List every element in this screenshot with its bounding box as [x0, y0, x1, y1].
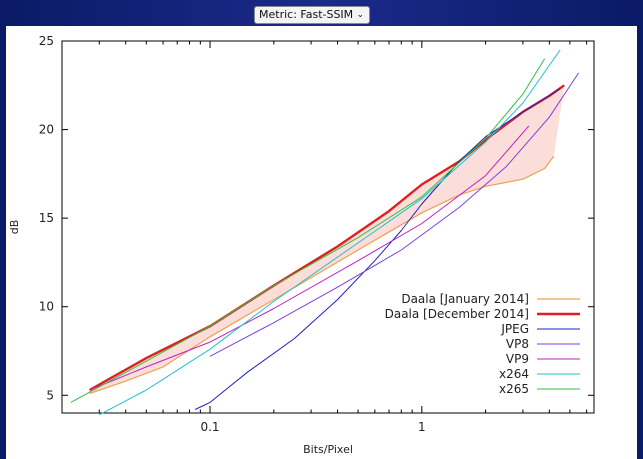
legend-entry: x264: [499, 367, 529, 381]
chart-frame: [6, 26, 637, 459]
metric-select-label: Metric: Fast-SSIM: [259, 8, 354, 21]
x-axis-label: Bits/Pixel: [303, 443, 353, 456]
plot-area: [61, 40, 595, 414]
series-line: [70, 58, 546, 403]
x-tick-label: 1: [418, 420, 426, 434]
y-tick-label: 5: [46, 388, 54, 402]
metric-select[interactable]: Metric: Fast-SSIM ⌄: [254, 6, 370, 24]
legend-entry: Daala [December 2014]: [385, 307, 529, 321]
y-tick-label: 15: [39, 211, 54, 225]
series-line: [99, 49, 561, 416]
chevron-down-icon: ⌄: [356, 10, 364, 20]
legend-entry: VP9: [506, 352, 529, 366]
y-tick-label: 20: [39, 123, 54, 137]
series-line: [209, 72, 580, 357]
series-line: [89, 84, 565, 392]
y-tick-label: 25: [39, 34, 54, 48]
legend-entry: VP8: [506, 337, 529, 351]
series-line: [89, 155, 555, 395]
series-line: [89, 125, 530, 391]
legend-entry: x265: [499, 382, 529, 396]
series-line: [194, 88, 561, 410]
y-tick-label: 10: [39, 300, 54, 314]
legend-entry: Daala [January 2014]: [401, 292, 529, 306]
y-axis-label: dB: [8, 220, 21, 235]
legend-entry: JPEG: [500, 322, 529, 336]
x-tick-label: 0.1: [200, 420, 219, 434]
